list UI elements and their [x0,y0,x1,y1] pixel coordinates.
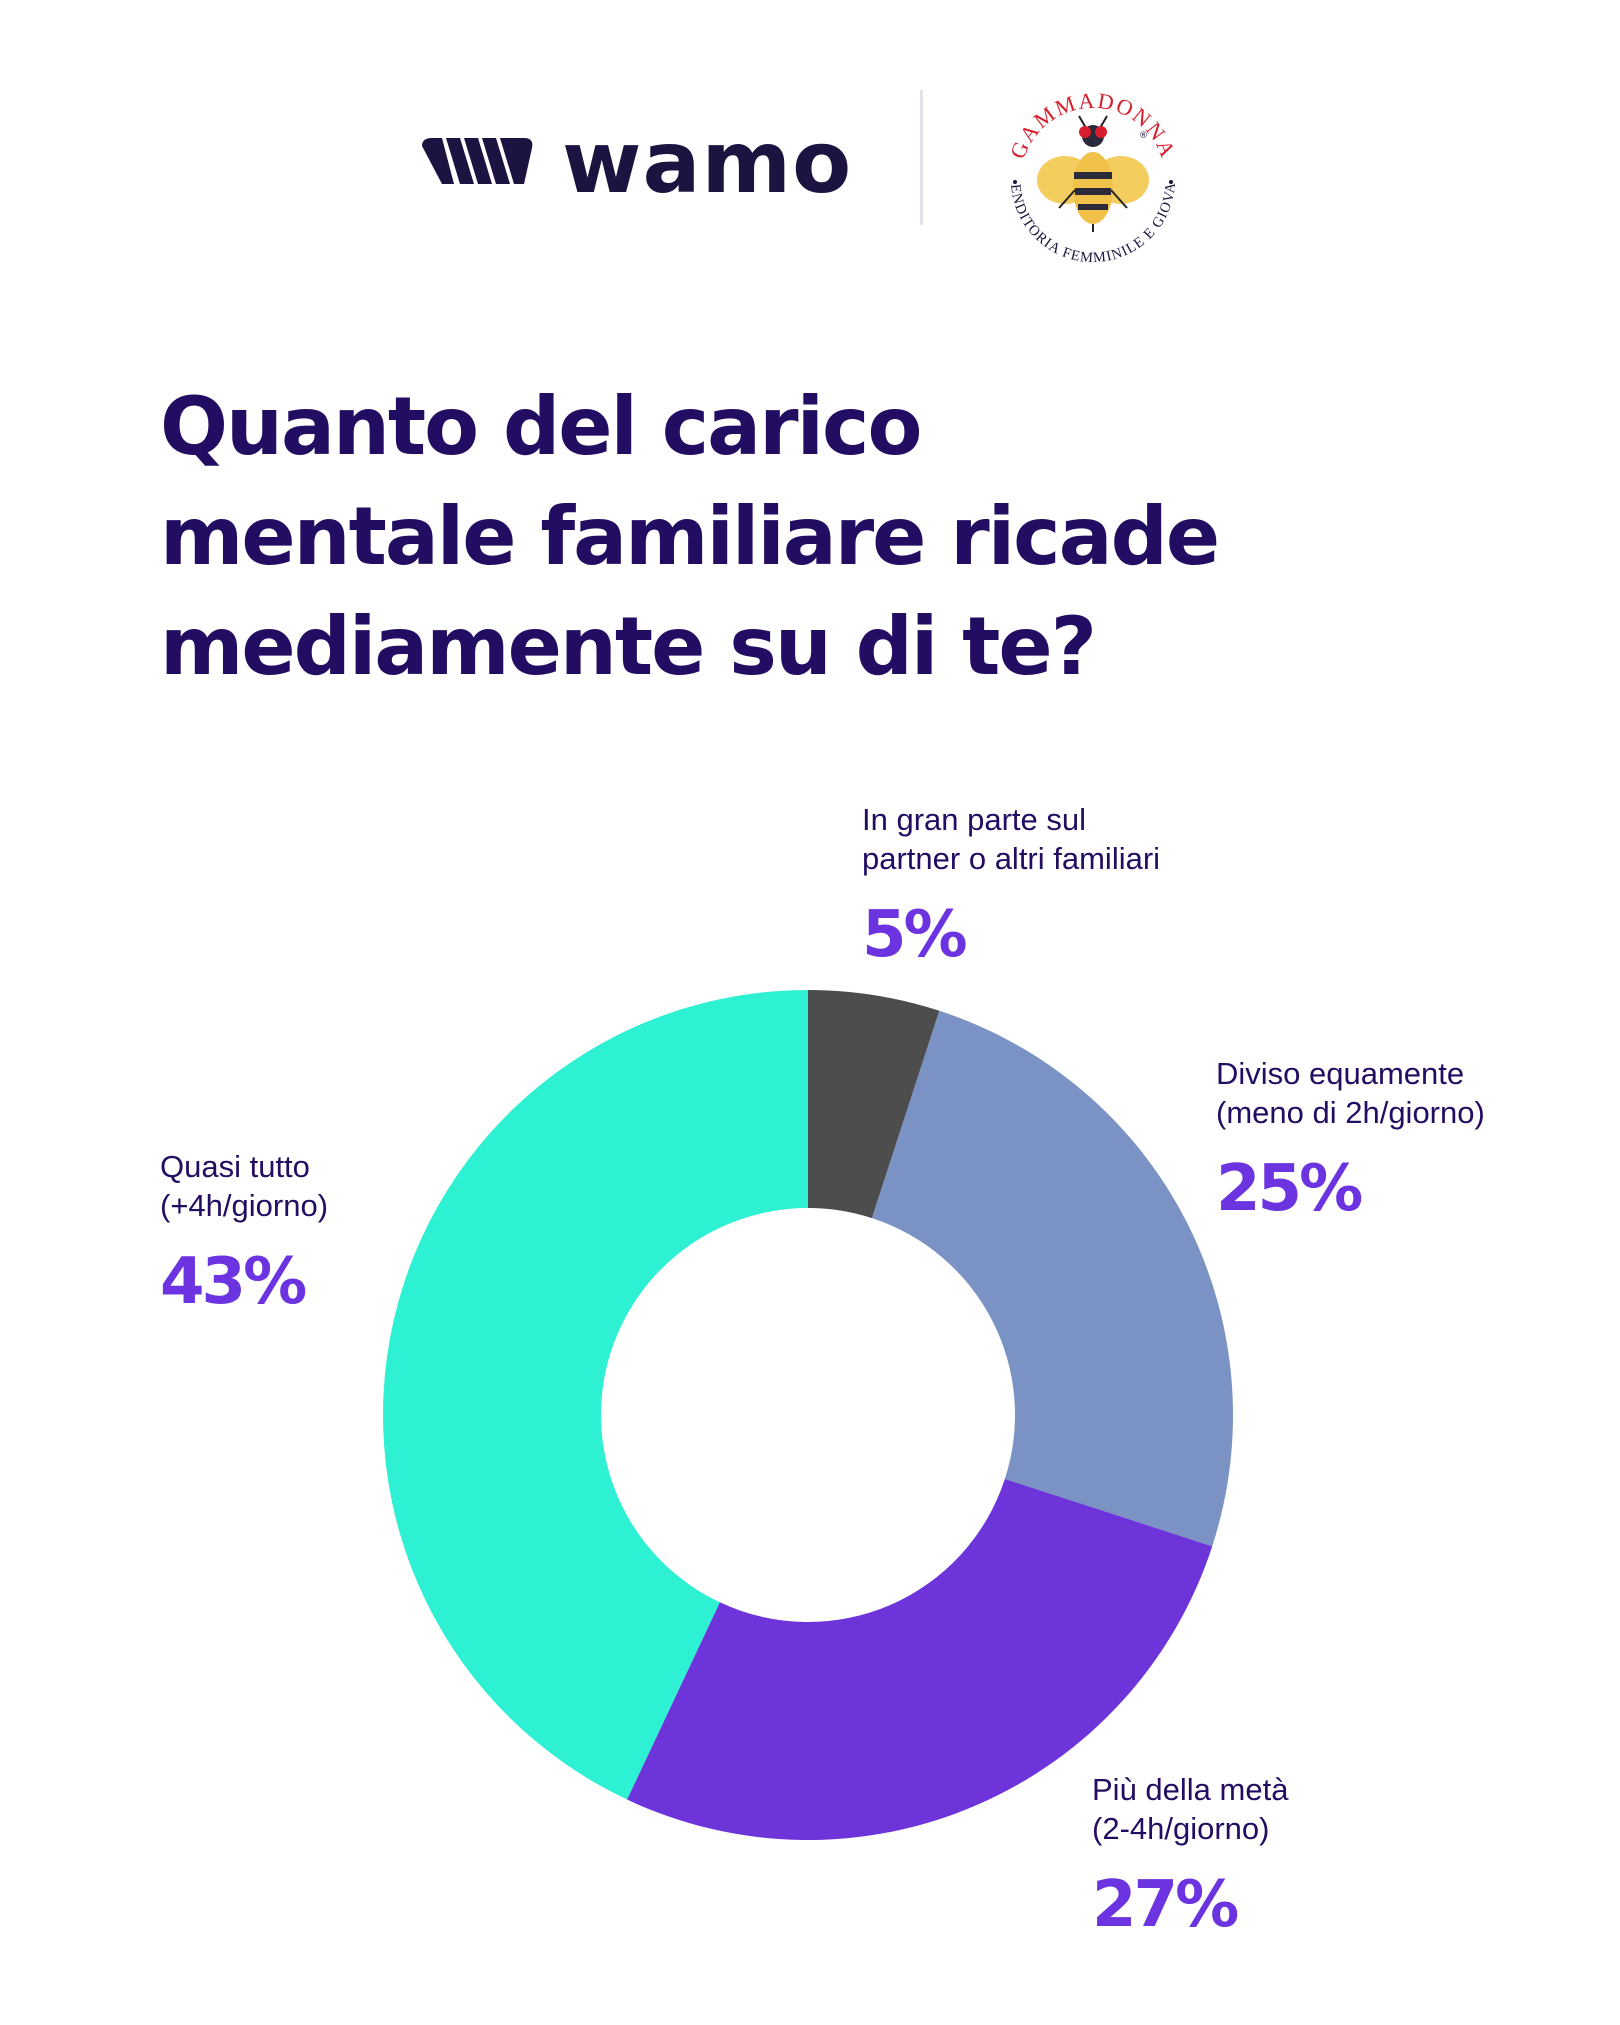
slice-label-more-than-half: Più della metà (2-4h/giorno) 27% [1092,1770,1288,1940]
wamo-logo-icon [422,138,533,184]
header: wamo GAMMADONNA IMPRENDITORIA FEMMINILE … [0,80,1620,266]
donut-slice-1 [871,1010,1233,1547]
slice-label-partner: In gran parte sul partner o altri famili… [862,800,1160,970]
title-line: mentale familiare ricade [160,490,1220,583]
gammadonna-logo: GAMMADONNA IMPRENDITORIA FEMMINILE E GIO… [993,80,1179,266]
slice-label-text: Più della metà (2-4h/giorno) [1092,1772,1289,1846]
title-line: mediamente su di te? [160,600,1097,693]
donut-slice-3 [383,990,808,1800]
slice-value-label: 5% [862,898,968,972]
slice-value-label: 27% [1092,1868,1239,1942]
slice-value-label: 43% [160,1245,307,1319]
page-title: Quanto del carico mentale familiare rica… [160,372,1480,702]
wamo-wordmark: wamo [562,113,853,213]
slice-label-text: Quasi tutto (+4h/giorno) [160,1149,329,1223]
slice-value-label: 25% [1216,1152,1363,1226]
donut-slice-0 [808,990,940,1219]
wamo-logo: wamo [420,120,852,206]
slice-label-text: In gran parte sul partner o altri famili… [862,802,1161,876]
slice-label-equal: Diviso equamente (meno di 2h/giorno) 25% [1216,1054,1485,1224]
header-divider [920,90,923,225]
bee-icon [1037,115,1149,232]
slice-label-text: Diviso equamente (meno di 2h/giorno) [1216,1056,1485,1130]
slice-label-almost-all: Quasi tutto (+4h/giorno) 43% [160,1147,328,1317]
svg-text:®: ® [1139,131,1148,141]
donut-slice-2 [627,1478,1213,1840]
title-line: Quanto del carico [160,380,922,473]
